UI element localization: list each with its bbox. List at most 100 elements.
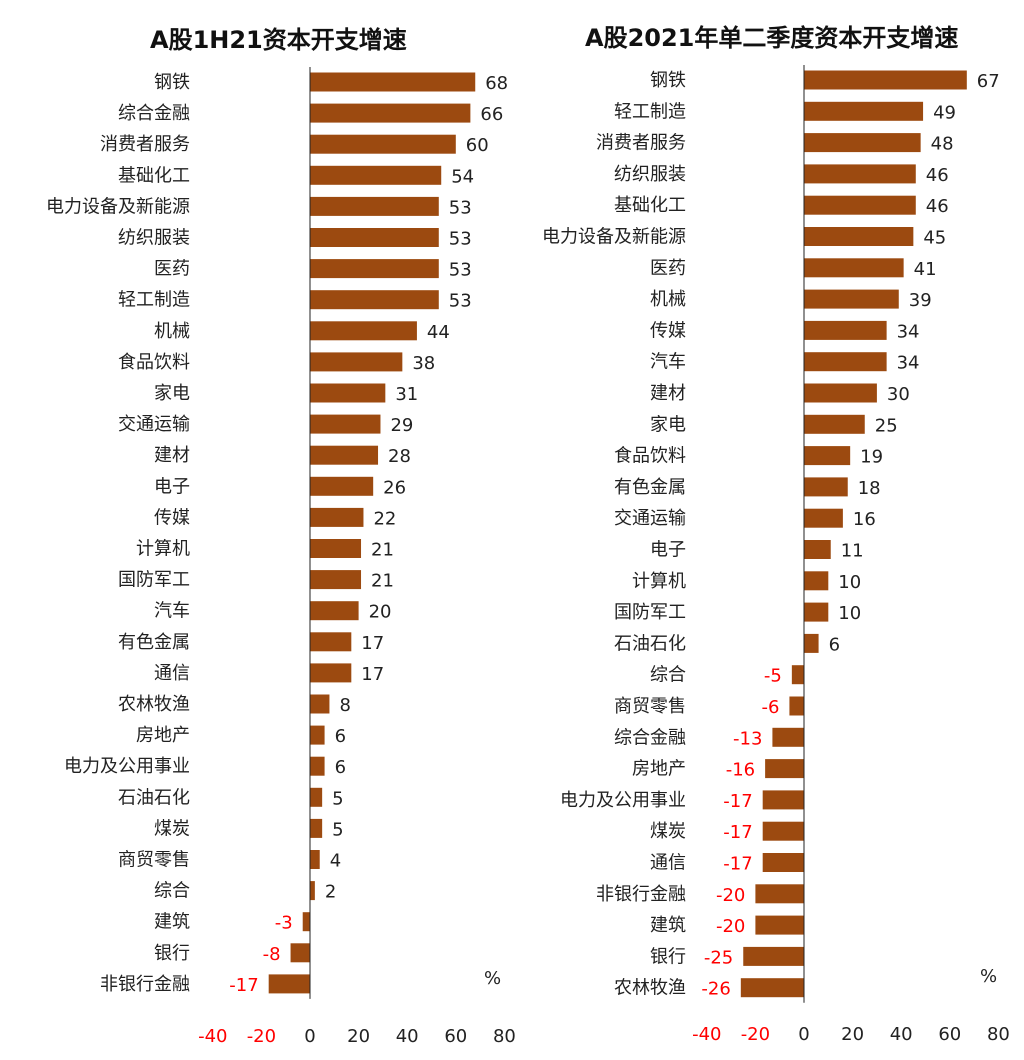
category-label: 石油石化	[614, 633, 686, 654]
x-tick-label: -40	[198, 1026, 227, 1047]
bar	[762, 821, 804, 841]
bar	[740, 978, 804, 998]
bar	[310, 507, 364, 527]
category-label: 纺织服装	[118, 228, 190, 249]
bar	[310, 103, 471, 123]
bar	[765, 759, 804, 779]
x-tick-label: 0	[798, 1024, 809, 1045]
bar	[310, 228, 439, 247]
data-label: 6	[335, 726, 346, 747]
bar	[310, 134, 456, 154]
data-label: 53	[449, 291, 472, 312]
x-tick-label: 60	[938, 1024, 961, 1045]
data-label: 48	[931, 134, 954, 155]
data-label: 17	[361, 664, 384, 685]
data-label: 34	[897, 321, 920, 342]
category-label: 基础化工	[118, 165, 190, 186]
category-label: 农林牧渔	[118, 694, 190, 715]
x-tick-label: 40	[890, 1024, 913, 1045]
data-label: 53	[449, 229, 472, 250]
bar	[310, 663, 352, 683]
data-label: 28	[388, 446, 411, 467]
category-label: 消费者服务	[100, 134, 190, 155]
bar	[310, 787, 323, 807]
category-label: 计算机	[632, 571, 686, 592]
bar	[310, 414, 381, 434]
x-tick-label: -20	[247, 1026, 276, 1047]
bar	[310, 570, 362, 590]
bar	[310, 352, 403, 372]
category-label: 传媒	[154, 507, 190, 528]
category-label: 建材	[650, 383, 686, 404]
category-label: 建筑	[650, 915, 686, 936]
category-label: 钢铁	[154, 72, 190, 93]
data-label: 30	[887, 384, 910, 405]
category-label: 机械	[154, 321, 190, 342]
category-label: 综合	[650, 665, 686, 686]
category-label: 有色金属	[118, 632, 190, 653]
data-label: 31	[395, 384, 418, 405]
bar	[804, 195, 916, 215]
data-label: 45	[923, 228, 946, 249]
bar	[310, 259, 439, 279]
category-label: 汽车	[650, 352, 686, 373]
data-label: 8	[339, 695, 350, 716]
category-label: 煤炭	[650, 821, 686, 842]
data-label: 5	[332, 819, 343, 840]
bar	[310, 818, 323, 838]
category-label: 机械	[650, 289, 686, 310]
data-label: -8	[263, 944, 281, 965]
data-label: 29	[390, 415, 413, 436]
data-label: -13	[733, 728, 762, 749]
bar	[804, 289, 899, 309]
bar	[310, 196, 439, 216]
chart-title: A股2021年单二季度资本开支增速	[585, 24, 958, 52]
bar	[804, 258, 904, 278]
data-label: 18	[858, 478, 881, 499]
data-label: 60	[466, 135, 489, 156]
category-label: 有色金属	[614, 477, 686, 498]
bar	[290, 943, 310, 963]
category-label: 电子	[650, 540, 686, 561]
data-label: -17	[723, 822, 752, 843]
category-label: 国防军工	[118, 570, 190, 591]
category-label: 石油石化	[118, 787, 190, 808]
data-label: 38	[412, 353, 435, 374]
data-label: 67	[977, 71, 1000, 92]
data-label: 46	[926, 196, 949, 217]
data-label: 17	[361, 633, 384, 654]
bar	[789, 696, 804, 716]
bar	[310, 290, 439, 310]
bar	[268, 974, 310, 994]
bar	[310, 850, 320, 869]
bar	[804, 633, 819, 653]
category-label: 电力设备及新能源	[542, 227, 686, 248]
category-label: 房地产	[632, 759, 686, 780]
bar	[310, 476, 374, 496]
category-label: 综合金融	[118, 103, 190, 124]
data-label: 26	[383, 477, 406, 498]
bar	[310, 321, 417, 341]
data-label: -17	[229, 975, 258, 996]
category-label: 轻工制造	[614, 101, 686, 122]
category-label: 医药	[154, 259, 190, 280]
category-label: 银行	[154, 943, 190, 964]
bar	[310, 383, 386, 403]
data-label: 39	[909, 290, 932, 311]
category-label: 医药	[650, 258, 686, 279]
unit-label: %	[980, 966, 997, 987]
category-label: 电力设备及新能源	[46, 196, 190, 217]
data-label: 19	[860, 447, 883, 468]
category-label: 家电	[154, 383, 190, 404]
data-label: 10	[838, 603, 861, 624]
category-label: 农林牧渔	[614, 978, 686, 999]
data-label: -5	[764, 666, 782, 687]
category-label: 银行	[650, 946, 686, 967]
category-label: 电力及公用事业	[64, 756, 190, 777]
data-label: 21	[371, 571, 394, 592]
data-label: 22	[373, 508, 396, 529]
data-label: 68	[485, 73, 508, 94]
category-label: 电力及公用事业	[560, 790, 686, 811]
category-label: 非银行金融	[100, 974, 190, 995]
